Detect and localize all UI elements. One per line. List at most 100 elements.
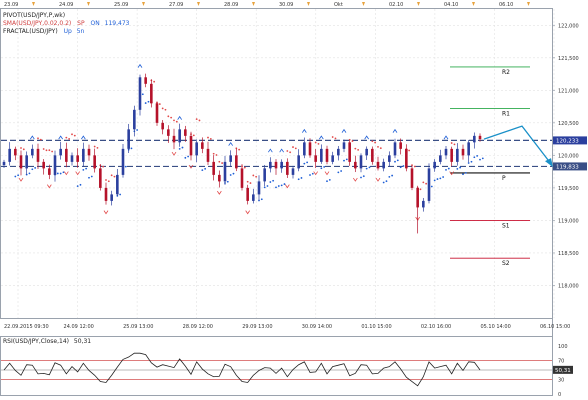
session-marker bbox=[527, 2, 530, 6]
sar-dot bbox=[76, 185, 79, 188]
candle-body bbox=[291, 168, 295, 175]
candle-body bbox=[53, 155, 57, 175]
candle-body bbox=[280, 161, 283, 169]
fractal-down bbox=[375, 177, 381, 182]
forecast-line bbox=[483, 125, 553, 166]
candle-body bbox=[127, 129, 130, 149]
candle-body bbox=[82, 148, 85, 162]
fractal-up bbox=[319, 135, 324, 140]
sar-dot bbox=[187, 155, 190, 158]
sar-dot bbox=[215, 154, 218, 156]
candle-body bbox=[93, 155, 96, 169]
sar-dot bbox=[391, 174, 394, 177]
sar-dot bbox=[436, 178, 439, 180]
candle-body bbox=[422, 200, 425, 208]
sar-dot bbox=[31, 168, 34, 171]
sar-dot bbox=[158, 103, 161, 105]
price-tag-box bbox=[553, 136, 587, 145]
candle-body bbox=[337, 148, 340, 156]
sar-dot bbox=[464, 171, 467, 174]
candle-body bbox=[365, 148, 368, 156]
candle-body bbox=[48, 168, 51, 175]
rsi-tick-label: 0 bbox=[558, 392, 561, 398]
candle-body bbox=[393, 142, 397, 156]
sar-dot bbox=[430, 185, 433, 188]
candle-body bbox=[342, 142, 346, 149]
sar-dot bbox=[192, 134, 195, 137]
candle-body bbox=[133, 109, 136, 130]
sar-dot bbox=[309, 174, 311, 176]
sar-dot bbox=[328, 178, 331, 181]
sar-dot bbox=[181, 146, 184, 149]
sar-dot bbox=[102, 165, 105, 168]
sar-dot bbox=[280, 184, 283, 187]
sar-dot bbox=[56, 172, 59, 175]
y-tick-label: 118,500 bbox=[558, 251, 579, 257]
sar-dot bbox=[178, 147, 181, 150]
sar-dot bbox=[388, 175, 391, 178]
sar-dot bbox=[479, 158, 481, 161]
x-tick-label: 25.09 13:00 bbox=[123, 324, 153, 330]
sar-dot bbox=[396, 159, 399, 162]
sar-dot bbox=[368, 166, 371, 169]
sar-dot bbox=[17, 174, 20, 177]
sar-dot bbox=[68, 138, 71, 140]
sar-dot bbox=[209, 137, 212, 140]
sar-dot bbox=[45, 149, 48, 152]
candle-body bbox=[240, 168, 244, 188]
session-marker bbox=[307, 2, 310, 6]
sar-dot bbox=[243, 166, 246, 169]
sar-dot bbox=[320, 167, 323, 170]
sar-dot bbox=[345, 158, 348, 161]
candle-body bbox=[263, 168, 266, 182]
legend-fractal-name: FRACTAL(USD/JPY) bbox=[3, 28, 58, 35]
sar-dot bbox=[226, 180, 229, 183]
x-tick-label: 29.09 13:00 bbox=[242, 324, 272, 330]
sar-dot bbox=[294, 147, 297, 150]
sar-dot bbox=[445, 168, 447, 171]
candle-body bbox=[201, 142, 204, 149]
fractal-up bbox=[177, 115, 182, 120]
top-date-axis: 23.09 24.09 25.09 27.09 28.09 30.09 Okt 02.10 04… bbox=[4, 2, 530, 8]
candle-body bbox=[36, 148, 40, 162]
candle-body bbox=[478, 135, 482, 140]
sar-dot bbox=[136, 129, 139, 131]
legend-sma-name: SMA(USD/JPY,0.02,0.2) bbox=[3, 20, 71, 27]
candle-body bbox=[461, 148, 465, 156]
sar-dot bbox=[351, 140, 354, 142]
fractal-down bbox=[353, 177, 358, 182]
fractal-up bbox=[268, 148, 273, 153]
candle-body bbox=[212, 161, 215, 175]
pivot-label-p: P bbox=[502, 175, 506, 182]
sar-dot bbox=[204, 167, 207, 170]
candle-body bbox=[473, 135, 476, 143]
pivot-levels: R2 R1 P S1 S2 bbox=[450, 66, 530, 267]
sar-dot bbox=[28, 172, 31, 175]
candle-body bbox=[427, 168, 431, 201]
top-date-label: 23.09 bbox=[4, 2, 18, 8]
sar-dot bbox=[340, 170, 343, 172]
candle-body bbox=[104, 187, 108, 201]
sar-dot bbox=[71, 133, 73, 136]
x-tick-label: 05.10 14:00 bbox=[480, 324, 510, 330]
candle-body bbox=[144, 77, 147, 84]
fractal-down bbox=[103, 210, 109, 215]
sar-dot bbox=[201, 169, 204, 172]
candlesticks bbox=[2, 73, 482, 234]
sar-dot bbox=[450, 142, 453, 144]
candle-body bbox=[155, 103, 159, 123]
sar-dot bbox=[14, 175, 17, 178]
sar-dot bbox=[153, 80, 156, 83]
sar-dot bbox=[25, 173, 28, 176]
grid bbox=[1, 9, 555, 318]
sar-dot bbox=[303, 162, 306, 165]
y-tick-label: 119,500 bbox=[558, 186, 579, 192]
candle-body bbox=[410, 168, 414, 188]
sar-dot bbox=[255, 175, 258, 178]
candle-body bbox=[76, 155, 79, 162]
sar-dot bbox=[82, 169, 85, 171]
sar-dot bbox=[20, 147, 22, 149]
sar-dot bbox=[283, 183, 286, 185]
sar-dot bbox=[39, 138, 42, 141]
